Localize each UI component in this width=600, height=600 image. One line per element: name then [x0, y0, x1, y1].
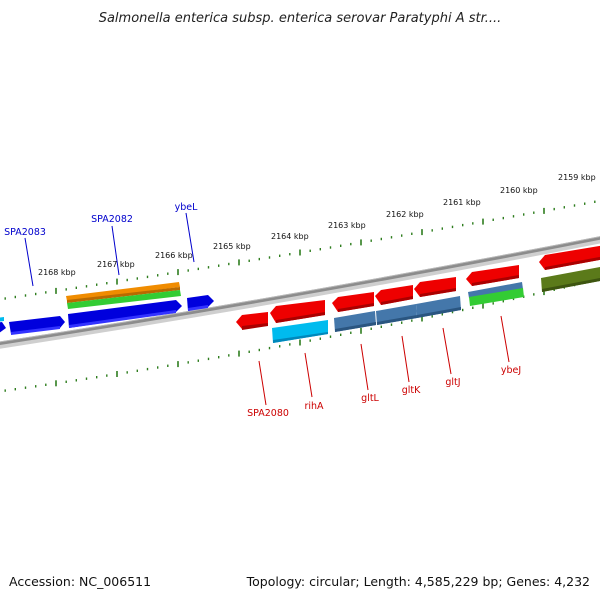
genome-summary-text: Topology: circular; Length: 4,585,229 bp… — [246, 574, 590, 589]
gene-label-spa2080[interactable]: SPA2080 — [247, 408, 289, 419]
label-leader — [442, 327, 452, 375]
gene-label-spa2083[interactable]: SPA2083 — [4, 227, 46, 238]
feature-ring-forward — [0, 295, 214, 336]
kbp-label: 2164 kbp — [271, 232, 309, 241]
gene-feature[interactable] — [545, 256, 600, 270]
gene-label-gltj[interactable]: gltJ — [445, 377, 460, 388]
label-leader — [24, 237, 34, 287]
gene-feature[interactable] — [242, 323, 268, 330]
backbone — [0, 236, 600, 345]
forward-gene-labels: SPA2083 SPA2082 ybeL — [4, 202, 198, 287]
label-leader — [111, 225, 120, 276]
gene-feature[interactable] — [276, 312, 325, 323]
gene-feature[interactable] — [11, 326, 60, 335]
feature-ring-reverse-inner — [272, 266, 600, 343]
label-leader — [304, 352, 313, 398]
feature-ring-reverse — [236, 245, 600, 330]
gene-feature[interactable] — [335, 322, 376, 332]
backbone-highlight — [0, 236, 600, 343]
gene-feature[interactable] — [472, 275, 519, 286]
gene-label-spa2082[interactable]: SPA2082 — [91, 214, 133, 225]
label-leader — [401, 335, 410, 383]
kbp-label: 2163 kbp — [328, 221, 366, 230]
accession-text: Accession: NC_006511 — [9, 574, 151, 589]
kbp-label: 2166 kbp — [155, 251, 193, 260]
backbone-shadow — [0, 238, 600, 349]
gene-feature[interactable] — [338, 303, 374, 312]
gene-feature[interactable] — [68, 300, 182, 328]
label-leader — [360, 343, 369, 391]
gene-feature[interactable] — [188, 305, 208, 311]
kbp-label: 2165 kbp — [213, 242, 251, 251]
gene-feature[interactable] — [69, 310, 176, 328]
kbp-label: 2167 kbp — [97, 260, 135, 269]
gene-feature[interactable] — [469, 288, 524, 306]
gene-feature[interactable] — [0, 317, 4, 322]
gene-feature[interactable] — [9, 316, 65, 334]
gene-feature[interactable] — [66, 282, 180, 301]
outer-tick-ring — [4, 200, 596, 300]
gene-feature[interactable] — [67, 290, 181, 309]
kbp-label: 2168 kbp — [38, 268, 76, 277]
kbp-label: 2160 kbp — [500, 186, 538, 195]
gene-feature[interactable] — [541, 266, 600, 292]
gene-feature[interactable] — [377, 315, 417, 325]
map-title: Salmonella enterica subsp. enterica sero… — [99, 11, 502, 26]
gene-feature[interactable] — [273, 332, 328, 343]
gene-feature[interactable] — [542, 277, 600, 292]
kbp-labels: 2168 kbp 2167 kbp 2166 kbp 2165 kbp 2164… — [38, 173, 596, 277]
label-leader — [500, 315, 510, 363]
gene-feature[interactable] — [468, 282, 523, 298]
gene-feature[interactable] — [0, 322, 6, 336]
gene-feature[interactable] — [270, 300, 325, 323]
gene-label-gltl[interactable]: gltL — [361, 393, 379, 404]
gene-feature[interactable] — [420, 288, 456, 297]
feature-ring-forward-outer — [66, 282, 181, 309]
reverse-gene-labels: SPA2080 rihA gltL gltK gltJ ybeJ — [247, 315, 521, 419]
kbp-label: 2161 kbp — [443, 198, 481, 207]
label-leader — [258, 360, 267, 406]
gene-feature[interactable] — [272, 320, 328, 343]
kbp-label: 2159 kbp — [558, 173, 596, 182]
gene-label-gltk[interactable]: gltK — [402, 385, 421, 396]
gene-label-riha[interactable]: rihA — [304, 401, 324, 412]
gene-feature[interactable] — [539, 245, 600, 270]
gene-feature[interactable] — [67, 287, 180, 303]
gene-label-ybel[interactable]: ybeL — [175, 202, 198, 213]
gene-label-ybej[interactable]: ybeJ — [501, 365, 521, 376]
gene-feature[interactable] — [416, 296, 461, 318]
label-leader — [185, 212, 195, 263]
gene-feature[interactable] — [381, 296, 413, 305]
kbp-label: 2162 kbp — [386, 210, 424, 219]
gene-feature[interactable] — [466, 265, 519, 286]
gene-feature[interactable] — [417, 307, 461, 318]
